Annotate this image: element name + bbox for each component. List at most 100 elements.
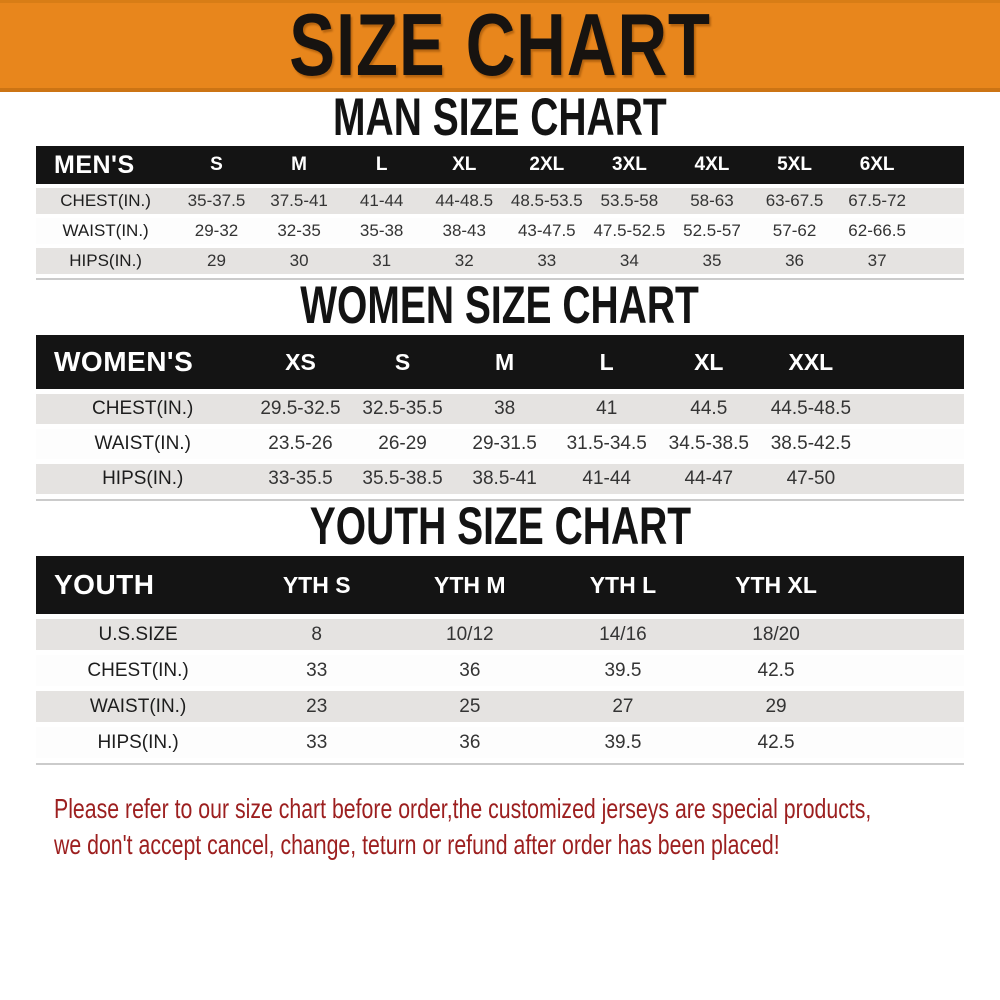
- size-value-cell: 30: [257, 248, 341, 274]
- women-size-title: WOMEN SIZE CHART: [300, 275, 700, 335]
- size-column-header: L: [340, 146, 423, 184]
- size-value-cell: 42.5: [699, 727, 853, 758]
- size-chart-banner: SIZE CHART: [0, 0, 1000, 92]
- size-value-cell: 62-66.5: [835, 218, 919, 244]
- row-spacer: [918, 218, 964, 244]
- size-column-header: L: [555, 335, 658, 389]
- size-value-cell: 35-37.5: [175, 188, 258, 214]
- size-value-cell: 39.5: [546, 655, 700, 686]
- women-size-section: WOMEN SIZE CHART WOMEN'S XS S M L XL XXL CHEST…: [0, 275, 1000, 501]
- size-column-header: M: [257, 146, 341, 184]
- row-label: HIPS(IN.): [36, 727, 241, 758]
- size-value-cell: 35: [670, 248, 754, 274]
- size-value-cell: 23: [240, 691, 394, 722]
- size-value-cell: 8: [240, 619, 394, 650]
- size-value-cell: 18/20: [699, 619, 853, 650]
- size-value-cell: 31: [340, 248, 423, 274]
- row-label: U.S.SIZE: [36, 619, 241, 650]
- size-value-cell: 38: [453, 394, 556, 424]
- size-value-cell: 44-48.5: [422, 188, 506, 214]
- header-spacer: [861, 335, 964, 389]
- size-value-cell: 53.5-58: [588, 188, 671, 214]
- header-spacer: [918, 146, 964, 184]
- youth-size-section: YOUTH SIZE CHART YOUTH YTH S YTH M YTH L YTH…: [0, 496, 1000, 765]
- size-value-cell: 35.5-38.5: [351, 464, 454, 494]
- size-value-cell: 32-35: [257, 218, 341, 244]
- size-value-cell: 36: [753, 248, 836, 274]
- size-value-cell: 36: [393, 727, 547, 758]
- size-value-cell: 29: [175, 248, 258, 274]
- table-row: CHEST(IN.) 29.5-32.5 32.5-35.5 38 41 44.5 44.5…: [36, 394, 964, 424]
- size-value-cell: 26-29: [351, 429, 454, 459]
- size-value-cell: 48.5-53.5: [505, 188, 589, 214]
- table-header-row: WOMEN'S XS S M L XL XXL: [36, 335, 964, 389]
- table-row: HIPS(IN.) 33 36 39.5 42.5: [36, 727, 964, 758]
- size-column-header: YTH S: [240, 556, 394, 614]
- table-row: CHEST(IN.) 35-37.5 37.5-41 41-44 44-48.5 48.5…: [36, 188, 964, 214]
- row-label: WAIST(IN.): [36, 691, 241, 722]
- row-label: WAIST(IN.): [36, 218, 176, 244]
- size-value-cell: 47.5-52.5: [588, 218, 671, 244]
- youth-size-title: YOUTH SIZE CHART: [309, 496, 691, 556]
- youth-size-table: YOUTH YTH S YTH M YTH L YTH XL U.S.SIZE 8 10/1…: [36, 551, 964, 765]
- size-value-cell: 38.5-42.5: [759, 429, 862, 459]
- man-size-table: MEN'S S M L XL 2XL 3XL 4XL 5XL 6XL CHEST(IN.) 35-3…: [36, 142, 964, 280]
- size-value-cell: 41-44: [340, 188, 423, 214]
- row-spacer: [852, 619, 964, 650]
- table-row: HIPS(IN.) 33-35.5 35.5-38.5 38.5-41 41-44 44-…: [36, 464, 964, 494]
- size-value-cell: 35-38: [340, 218, 423, 244]
- size-value-cell: 32.5-35.5: [351, 394, 454, 424]
- table-corner-label: MEN'S: [36, 146, 176, 184]
- row-spacer: [852, 655, 964, 686]
- size-column-header: XXL: [759, 335, 862, 389]
- size-value-cell: 43-47.5: [505, 218, 589, 244]
- size-value-cell: 29: [699, 691, 853, 722]
- size-value-cell: 32: [422, 248, 506, 274]
- size-value-cell: 41: [555, 394, 658, 424]
- table-row: CHEST(IN.) 33 36 39.5 42.5: [36, 655, 964, 686]
- size-value-cell: 67.5-72: [835, 188, 919, 214]
- size-column-header: YTH L: [546, 556, 700, 614]
- size-column-header: XS: [249, 335, 352, 389]
- size-value-cell: 33: [240, 655, 394, 686]
- size-column-header: S: [351, 335, 454, 389]
- size-column-header: 6XL: [835, 146, 919, 184]
- size-value-cell: 36: [393, 655, 547, 686]
- disclaimer-line-2: we don't accept cancel, change, teturn o…: [54, 829, 780, 860]
- man-size-title: MAN SIZE CHART: [333, 87, 667, 147]
- women-size-table: WOMEN'S XS S M L XL XXL CHEST(IN.) 29.5-32.5 32.…: [36, 330, 964, 501]
- table-row: WAIST(IN.) 23 25 27 29: [36, 691, 964, 722]
- row-spacer: [852, 727, 964, 758]
- size-column-header: YTH M: [393, 556, 547, 614]
- size-value-cell: 29-31.5: [453, 429, 556, 459]
- size-value-cell: 23.5-26: [249, 429, 352, 459]
- size-value-cell: 34.5-38.5: [657, 429, 760, 459]
- table-row: WAIST(IN.) 29-32 32-35 35-38 38-43 43-47.5 47.…: [36, 218, 964, 244]
- size-value-cell: 41-44: [555, 464, 658, 494]
- size-value-cell: 25: [393, 691, 547, 722]
- size-value-cell: 38.5-41: [453, 464, 556, 494]
- row-spacer: [918, 248, 964, 274]
- size-value-cell: 37.5-41: [257, 188, 341, 214]
- size-column-header: 4XL: [670, 146, 754, 184]
- size-value-cell: 27: [546, 691, 700, 722]
- table-header-row: YOUTH YTH S YTH M YTH L YTH XL: [36, 556, 964, 614]
- size-column-header: 5XL: [753, 146, 836, 184]
- size-value-cell: 42.5: [699, 655, 853, 686]
- size-value-cell: 37: [835, 248, 919, 274]
- size-value-cell: 34: [588, 248, 671, 274]
- size-column-header: XL: [422, 146, 506, 184]
- header-spacer: [852, 556, 964, 614]
- table-row: U.S.SIZE 8 10/12 14/16 18/20: [36, 619, 964, 650]
- size-value-cell: 39.5: [546, 727, 700, 758]
- row-label: CHEST(IN.): [36, 655, 241, 686]
- size-value-cell: 44.5: [657, 394, 760, 424]
- size-column-header: 3XL: [588, 146, 671, 184]
- size-column-header: S: [175, 146, 258, 184]
- size-column-header: M: [453, 335, 556, 389]
- table-corner-label: YOUTH: [36, 556, 241, 614]
- row-label: WAIST(IN.): [36, 429, 250, 459]
- size-value-cell: 52.5-57: [670, 218, 754, 244]
- size-value-cell: 33: [240, 727, 394, 758]
- size-value-cell: 31.5-34.5: [555, 429, 658, 459]
